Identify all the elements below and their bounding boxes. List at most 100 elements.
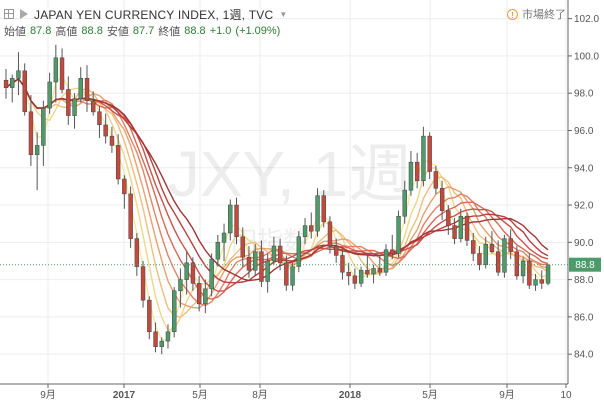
- candle-body: [471, 240, 476, 254]
- candle-body: [464, 215, 470, 241]
- candle-body: [302, 225, 308, 238]
- candle-body: [228, 204, 233, 234]
- y-tick-label: 98.0: [574, 89, 594, 100]
- candle-body: [514, 251, 520, 277]
- candle-body: [502, 238, 507, 273]
- candle-body: [390, 249, 395, 254]
- candle-body: [209, 258, 214, 290]
- candle-body: [346, 271, 351, 277]
- candle-body: [358, 270, 364, 284]
- candle-body: [545, 264, 551, 284]
- candle-body: [371, 268, 376, 275]
- close-label: 終値: [158, 26, 181, 38]
- candle-body: [452, 225, 457, 239]
- flag-icon[interactable]: [20, 9, 28, 19]
- x-tick-label: 5月: [422, 389, 438, 401]
- candle-body: [446, 210, 451, 226]
- candle-body: [495, 251, 501, 273]
- candle-body: [433, 171, 439, 189]
- candle-body: [520, 260, 526, 277]
- candle-body: [296, 236, 302, 267]
- candle-body: [489, 243, 495, 252]
- ma-ribbon: [5, 75, 549, 341]
- x-tick-label: 10: [560, 390, 572, 401]
- candle-body: [284, 262, 289, 286]
- change-value: +1.0: [209, 25, 232, 37]
- candle-body: [41, 107, 46, 146]
- candle-body: [103, 124, 108, 137]
- y-tick-label: 96.0: [574, 126, 594, 137]
- y-tick-label: 90.0: [574, 238, 594, 249]
- candle-body: [315, 195, 320, 232]
- candle-body: [109, 135, 115, 146]
- candle-body: [16, 70, 21, 79]
- candle-body: [246, 256, 252, 271]
- candle-body: [483, 243, 488, 265]
- x-tick-label: 9月: [40, 389, 56, 401]
- candle-body: [508, 238, 513, 252]
- price-tag: 88.8: [569, 257, 601, 272]
- candle-body: [539, 279, 544, 284]
- candle-body: [184, 262, 189, 280]
- ma-line-9: [5, 77, 549, 309]
- candle-body: [134, 238, 140, 267]
- candle-body: [290, 266, 295, 286]
- candle-body: [383, 249, 389, 273]
- chevron-down-icon[interactable]: ▼: [279, 9, 288, 19]
- high-label: 高値: [55, 26, 78, 38]
- candle-body: [84, 78, 90, 101]
- candle-body: [377, 268, 383, 273]
- x-tick-label: 5月: [192, 389, 208, 401]
- candle-body: [527, 260, 532, 286]
- candle-body: [265, 260, 270, 282]
- candle-body: [140, 266, 146, 301]
- candle-body: [47, 81, 52, 109]
- candle-body: [128, 193, 133, 239]
- candle-body: [153, 331, 158, 347]
- close-value: 88.8: [184, 25, 206, 37]
- symbol-title[interactable]: JAPAN YEN CURRENCY INDEX, 1週, TVC: [34, 7, 274, 22]
- watermark-symbol: JXY, 1週: [168, 138, 412, 210]
- candle-body: [327, 221, 333, 247]
- candle-body: [3, 79, 9, 88]
- high-value: 88.8: [81, 25, 103, 37]
- candle-body: [215, 242, 221, 260]
- candle-body: [352, 275, 358, 284]
- candle-body: [408, 161, 414, 191]
- ma-line-19: [5, 77, 549, 282]
- candle-body: [321, 195, 326, 223]
- y-tick-label: 88.0: [574, 275, 594, 286]
- price-tag-label: 88.8: [575, 260, 595, 271]
- candle-body: [533, 279, 538, 286]
- y-tick-label: 92.0: [574, 201, 594, 212]
- candle-body: [22, 70, 27, 113]
- y-tick-label: 84.0: [574, 350, 594, 361]
- candle-body: [172, 290, 177, 333]
- market-status[interactable]: ! 市場終了: [507, 6, 566, 22]
- low-label: 安値: [106, 26, 129, 38]
- candle-body: [72, 98, 77, 116]
- candle-body: [10, 78, 15, 88]
- grid-lines: [0, 0, 568, 384]
- candle-body: [277, 245, 283, 264]
- open-value: 87.8: [30, 25, 52, 37]
- y-tick-label: 94.0: [574, 163, 594, 174]
- candle-body: [165, 331, 171, 342]
- candle-body: [439, 188, 445, 211]
- candle-body: [334, 245, 339, 256]
- expand-icon[interactable]: [4, 9, 14, 19]
- y-tick-label: 102.0: [574, 14, 599, 25]
- candle-body: [414, 161, 420, 182]
- candle-body: [97, 111, 102, 126]
- candle-body: [196, 283, 202, 305]
- change-percent: (+1.09%): [235, 25, 281, 37]
- candles: [3, 44, 551, 355]
- y-tick-label: 86.0: [574, 312, 594, 323]
- candle-body: [28, 111, 34, 155]
- candle-body: [477, 253, 482, 265]
- legend-header: JAPAN YEN CURRENCY INDEX, 1週, TVC ▼ 始値 87…: [4, 5, 287, 39]
- x-tick-label: 2018: [339, 390, 362, 401]
- candle-body: [66, 89, 71, 116]
